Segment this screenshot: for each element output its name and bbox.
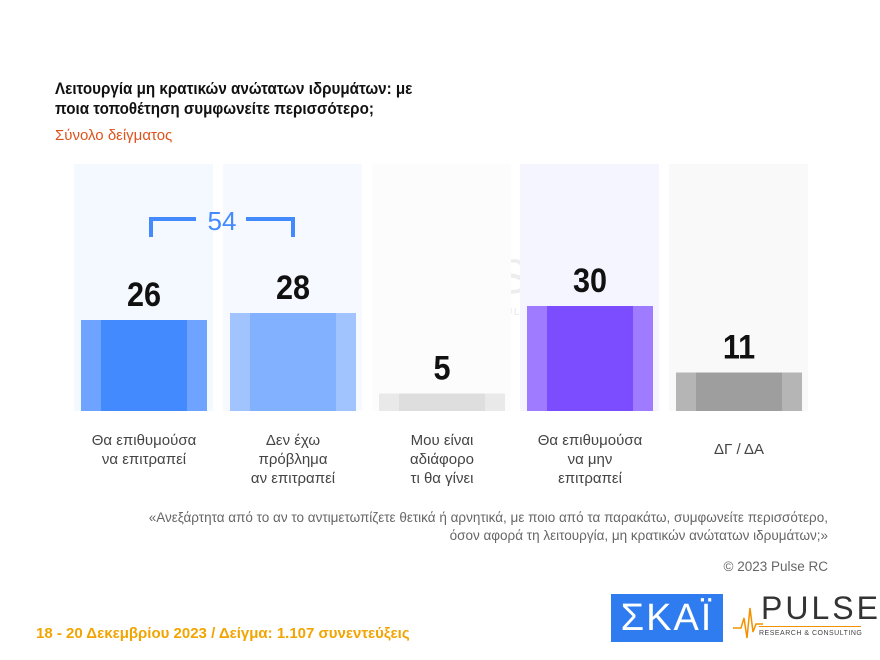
category-label-line: Δεν έχω (265, 432, 321, 449)
category-label-line: τι θα γίνει (410, 470, 474, 487)
category-label-line: αν επιτραπεί (250, 470, 336, 487)
bar-core (399, 393, 485, 411)
pulse-logo: PULSE RESEARCH & CONSULTING (733, 590, 878, 642)
bar-background (669, 164, 808, 411)
category-label: Δεν έχω πρόβλημα αν επιτραπεί (223, 431, 363, 488)
category-label: ΔΓ / ΔΑ (669, 440, 809, 459)
category-label-line: Θα επιθυμούσα (537, 432, 643, 449)
data-label: 5 (433, 349, 450, 387)
pulse-wave-icon (733, 607, 763, 639)
skai-logo: ΣΚΑΪ (611, 594, 723, 642)
bar-core (547, 306, 633, 411)
sum-bracket-label: 54 (208, 206, 237, 236)
data-label: 30 (573, 262, 607, 300)
footer-date-sample: 18 - 20 Δεκεμβρίου 2023 / Δείγμα: 1.107 … (36, 625, 410, 642)
chart-title: Λειτουργία μη κρατικών ανώτατων ιδρυμάτω… (55, 80, 413, 118)
category-label-line: επιτραπεί (558, 470, 622, 487)
category-label: Μου είναι αδιάφορο τι θα γίνει (372, 431, 512, 488)
category-label-line: να επιτραπεί (101, 451, 187, 468)
category-label-line: πρόβλημα (258, 451, 328, 468)
bar-background (372, 164, 511, 411)
bar-core (696, 372, 782, 411)
chart-subtitle: Σύνολο δείγματος (55, 127, 173, 144)
data-label: 26 (127, 276, 161, 314)
copyright: © 2023 Pulse RC (723, 559, 829, 574)
data-label: 11 (723, 328, 755, 366)
bar-core (250, 313, 336, 411)
bar-core (101, 320, 187, 411)
category-label-line: να μην (567, 451, 613, 468)
category-label-line: αδιάφορο (410, 451, 474, 468)
question-note: «Ανεξάρτητα από το αν το αντιμετωπίζετε … (148, 510, 828, 543)
category-label: Θα επιθυμούσα να μην επιτραπεί (520, 431, 660, 488)
data-label: 28 (276, 269, 310, 307)
category-label-line: ΔΓ / ΔΑ (714, 441, 764, 458)
sum-bracket (149, 217, 295, 237)
category-label-line: Θα επιθυμούσα (91, 432, 197, 449)
category-label-line: Μου είναι (410, 432, 474, 449)
category-label: Θα επιθυμούσα να επιτραπεί (74, 431, 214, 469)
